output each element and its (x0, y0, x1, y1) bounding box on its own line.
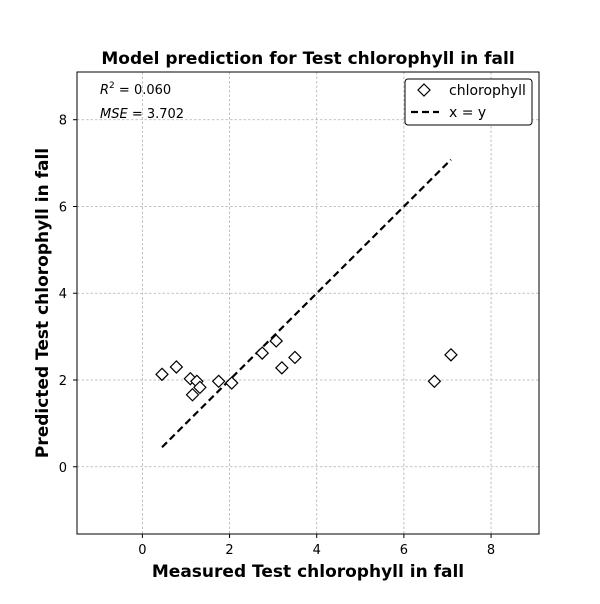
y-tick-label: 0 (59, 461, 67, 476)
legend-label-identity-line: x = y (449, 105, 486, 121)
data-point-marker (155, 367, 169, 382)
mse-annotation: MSE = 3.702 (100, 107, 184, 122)
y-axis-label: Predicted Test chlorophyll in fall (33, 148, 53, 458)
mse-value: = 3.702 (128, 107, 184, 122)
data-point-marker (427, 374, 442, 389)
data-point-marker (211, 374, 226, 389)
data-point-marker (269, 334, 284, 348)
y-tick-label: 4 (59, 287, 67, 302)
mse-label: MSE (100, 107, 128, 122)
x-tick-label: 0 (138, 543, 146, 558)
identity-reference-line (161, 158, 452, 449)
data-point-marker (224, 376, 239, 390)
y-tick-label: 8 (59, 114, 67, 129)
data-point-marker (183, 371, 198, 386)
legend-label-chlorophyll: chlorophyll (449, 83, 526, 99)
data-points (155, 334, 458, 402)
data-point-marker (193, 380, 207, 395)
reference-line-layer (161, 158, 452, 449)
axis-ticks: 0 2 4 6 8 0 2 4 6 8 (59, 114, 495, 558)
x-axis-label: Measured Test chlorophyll in fall (152, 562, 464, 582)
data-point-marker (275, 361, 289, 375)
legend-box (404, 78, 533, 126)
r2-label: R (100, 83, 109, 98)
legend: chlorophyll x = y (404, 78, 533, 126)
data-point-marker (255, 346, 270, 360)
plot-frame (76, 71, 540, 535)
x-tick-label: 2 (225, 543, 233, 558)
x-tick-label: 4 (313, 543, 321, 558)
data-point-marker (185, 387, 200, 402)
y-tick-label: 6 (59, 200, 67, 215)
chart-title: Model prediction for Test chlorophyll in… (101, 49, 514, 69)
data-point-marker (444, 347, 458, 362)
y-tick-label: 2 (59, 374, 67, 389)
x-tick-label: 6 (400, 543, 408, 558)
r2-value: = 0.060 (115, 83, 171, 98)
metrics-annotation: R2 = 0.060 MSE = 3.702 (100, 81, 184, 122)
r2-superscript: 2 (109, 81, 115, 91)
data-point-marker (288, 350, 302, 365)
legend-diamond-marker-icon (417, 83, 431, 97)
data-point-marker (169, 360, 184, 374)
r2-annotation: R2 = 0.060 (100, 81, 171, 98)
x-tick-label: 8 (487, 543, 495, 558)
grid-lines (77, 72, 539, 534)
